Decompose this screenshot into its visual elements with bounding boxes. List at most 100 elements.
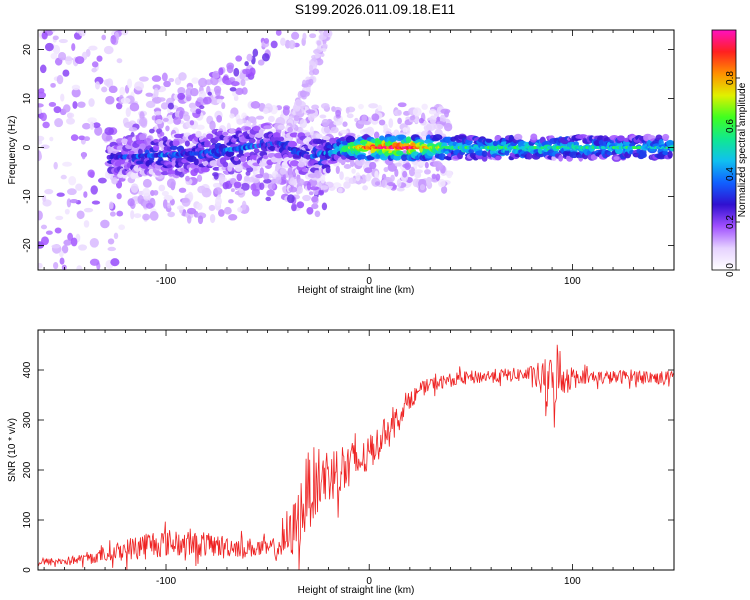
heatmap-cell — [313, 164, 321, 169]
heatmap-cell — [373, 131, 380, 139]
heatmap-cell — [311, 104, 320, 110]
heatmap-cell — [394, 168, 399, 177]
heatmap-cell — [289, 177, 295, 185]
y-tick-label: -10 — [22, 189, 33, 204]
heatmap-cell — [113, 232, 119, 240]
heatmap-cell — [228, 214, 238, 221]
heatmap-cell — [396, 178, 402, 188]
heatmap-cell — [130, 183, 139, 194]
heatmap-cell — [70, 237, 78, 247]
heatmap-cell — [40, 236, 49, 246]
heatmap-cell — [94, 126, 103, 136]
heatmap-cell — [189, 88, 199, 97]
heatmap-cell — [259, 167, 265, 177]
heatmap-cell — [425, 176, 432, 186]
heatmap-cell — [101, 34, 107, 41]
heatmap-cell — [263, 125, 273, 130]
heatmap-cell — [62, 69, 70, 77]
heatmap-cell — [272, 132, 281, 139]
heatmap-cells — [38, 17, 674, 270]
heatmap-cell — [368, 103, 379, 109]
heatmap-cell — [54, 227, 62, 234]
heatmap-cell — [89, 121, 95, 130]
heatmap-cell — [287, 140, 297, 148]
heatmap-cell — [58, 52, 67, 61]
heatmap-cell — [237, 207, 243, 213]
heatmap-cell — [468, 148, 475, 154]
heatmap-cell — [277, 124, 285, 131]
heatmap-cell — [107, 246, 117, 252]
heatmap-cell — [435, 173, 441, 181]
heatmap-cell — [94, 81, 101, 90]
heatmap-cell — [196, 97, 204, 103]
heatmap-cell — [481, 154, 488, 162]
heatmap-cell — [41, 31, 48, 40]
heatmap-cell — [263, 108, 269, 115]
heatmap-cell — [138, 117, 147, 127]
heatmap-cell — [397, 102, 407, 108]
heatmap-cell — [295, 100, 302, 106]
heatmap-cell — [320, 174, 326, 184]
heatmap-cell — [355, 172, 361, 182]
spectrogram-heatmap — [38, 17, 674, 270]
heatmap-cell — [191, 77, 199, 84]
heatmap-cell — [357, 154, 367, 160]
heatmap-cell — [393, 154, 402, 161]
heatmap-cell — [145, 100, 156, 109]
heatmap-cell — [312, 68, 320, 75]
heatmap-cell — [307, 173, 318, 178]
heatmap-cell — [209, 160, 219, 167]
heatmap-cell — [52, 25, 61, 30]
heatmap-cell — [323, 17, 329, 22]
heatmap-cell — [304, 136, 312, 142]
heatmap-cell — [197, 215, 204, 225]
heatmap-cell — [105, 95, 115, 105]
heatmap-cell — [142, 187, 151, 197]
heatmap-cell — [402, 170, 408, 178]
heatmap-cell — [215, 196, 222, 207]
heatmap-cell — [89, 237, 99, 248]
heatmap-cell — [388, 118, 394, 128]
heatmap-cell — [40, 144, 50, 150]
heatmap-cell — [67, 188, 77, 196]
colorbar-tick-label: 0.2 — [725, 215, 736, 229]
heatmap-cell — [177, 87, 186, 95]
heatmap-cell — [116, 145, 124, 151]
heatmap-cell — [386, 182, 396, 187]
heatmap-cell — [229, 113, 235, 119]
heatmap-cell — [377, 104, 383, 112]
heatmap-cell — [437, 178, 446, 188]
heatmap-cell — [402, 127, 408, 133]
heatmap-cell — [230, 188, 235, 193]
heatmap-cell — [330, 126, 339, 134]
heatmap-cell — [81, 151, 86, 160]
heatmap-cell — [258, 129, 264, 136]
heatmap-cell — [87, 169, 95, 178]
heatmap-cell — [181, 197, 191, 207]
heatmap-cell — [305, 109, 316, 114]
heatmap-cell — [315, 133, 323, 139]
heatmap-cell — [62, 161, 72, 167]
heatmap-cell — [314, 210, 321, 218]
y-tick-label: 200 — [22, 461, 33, 478]
heatmap-cell — [228, 128, 236, 134]
heatmap-cell — [320, 103, 330, 109]
heatmap-cell — [153, 138, 159, 144]
heatmap-cell — [88, 45, 98, 51]
heatmap-cell — [265, 196, 272, 202]
heatmap-cell — [63, 239, 72, 246]
heatmap-cell — [229, 87, 237, 92]
heatmap-cell — [252, 178, 260, 184]
heatmap-cell — [184, 140, 190, 147]
heatmap-cell — [116, 58, 123, 64]
heatmap-cell — [209, 213, 216, 224]
heatmap-cell — [613, 156, 620, 161]
heatmap-cell — [214, 187, 223, 195]
heatmap-cell — [243, 175, 250, 182]
colorbar-tick-label: 0.6 — [725, 119, 736, 133]
heatmap-cell — [167, 202, 172, 209]
heatmap-cell — [308, 78, 314, 86]
heatmap-cell — [252, 120, 257, 125]
